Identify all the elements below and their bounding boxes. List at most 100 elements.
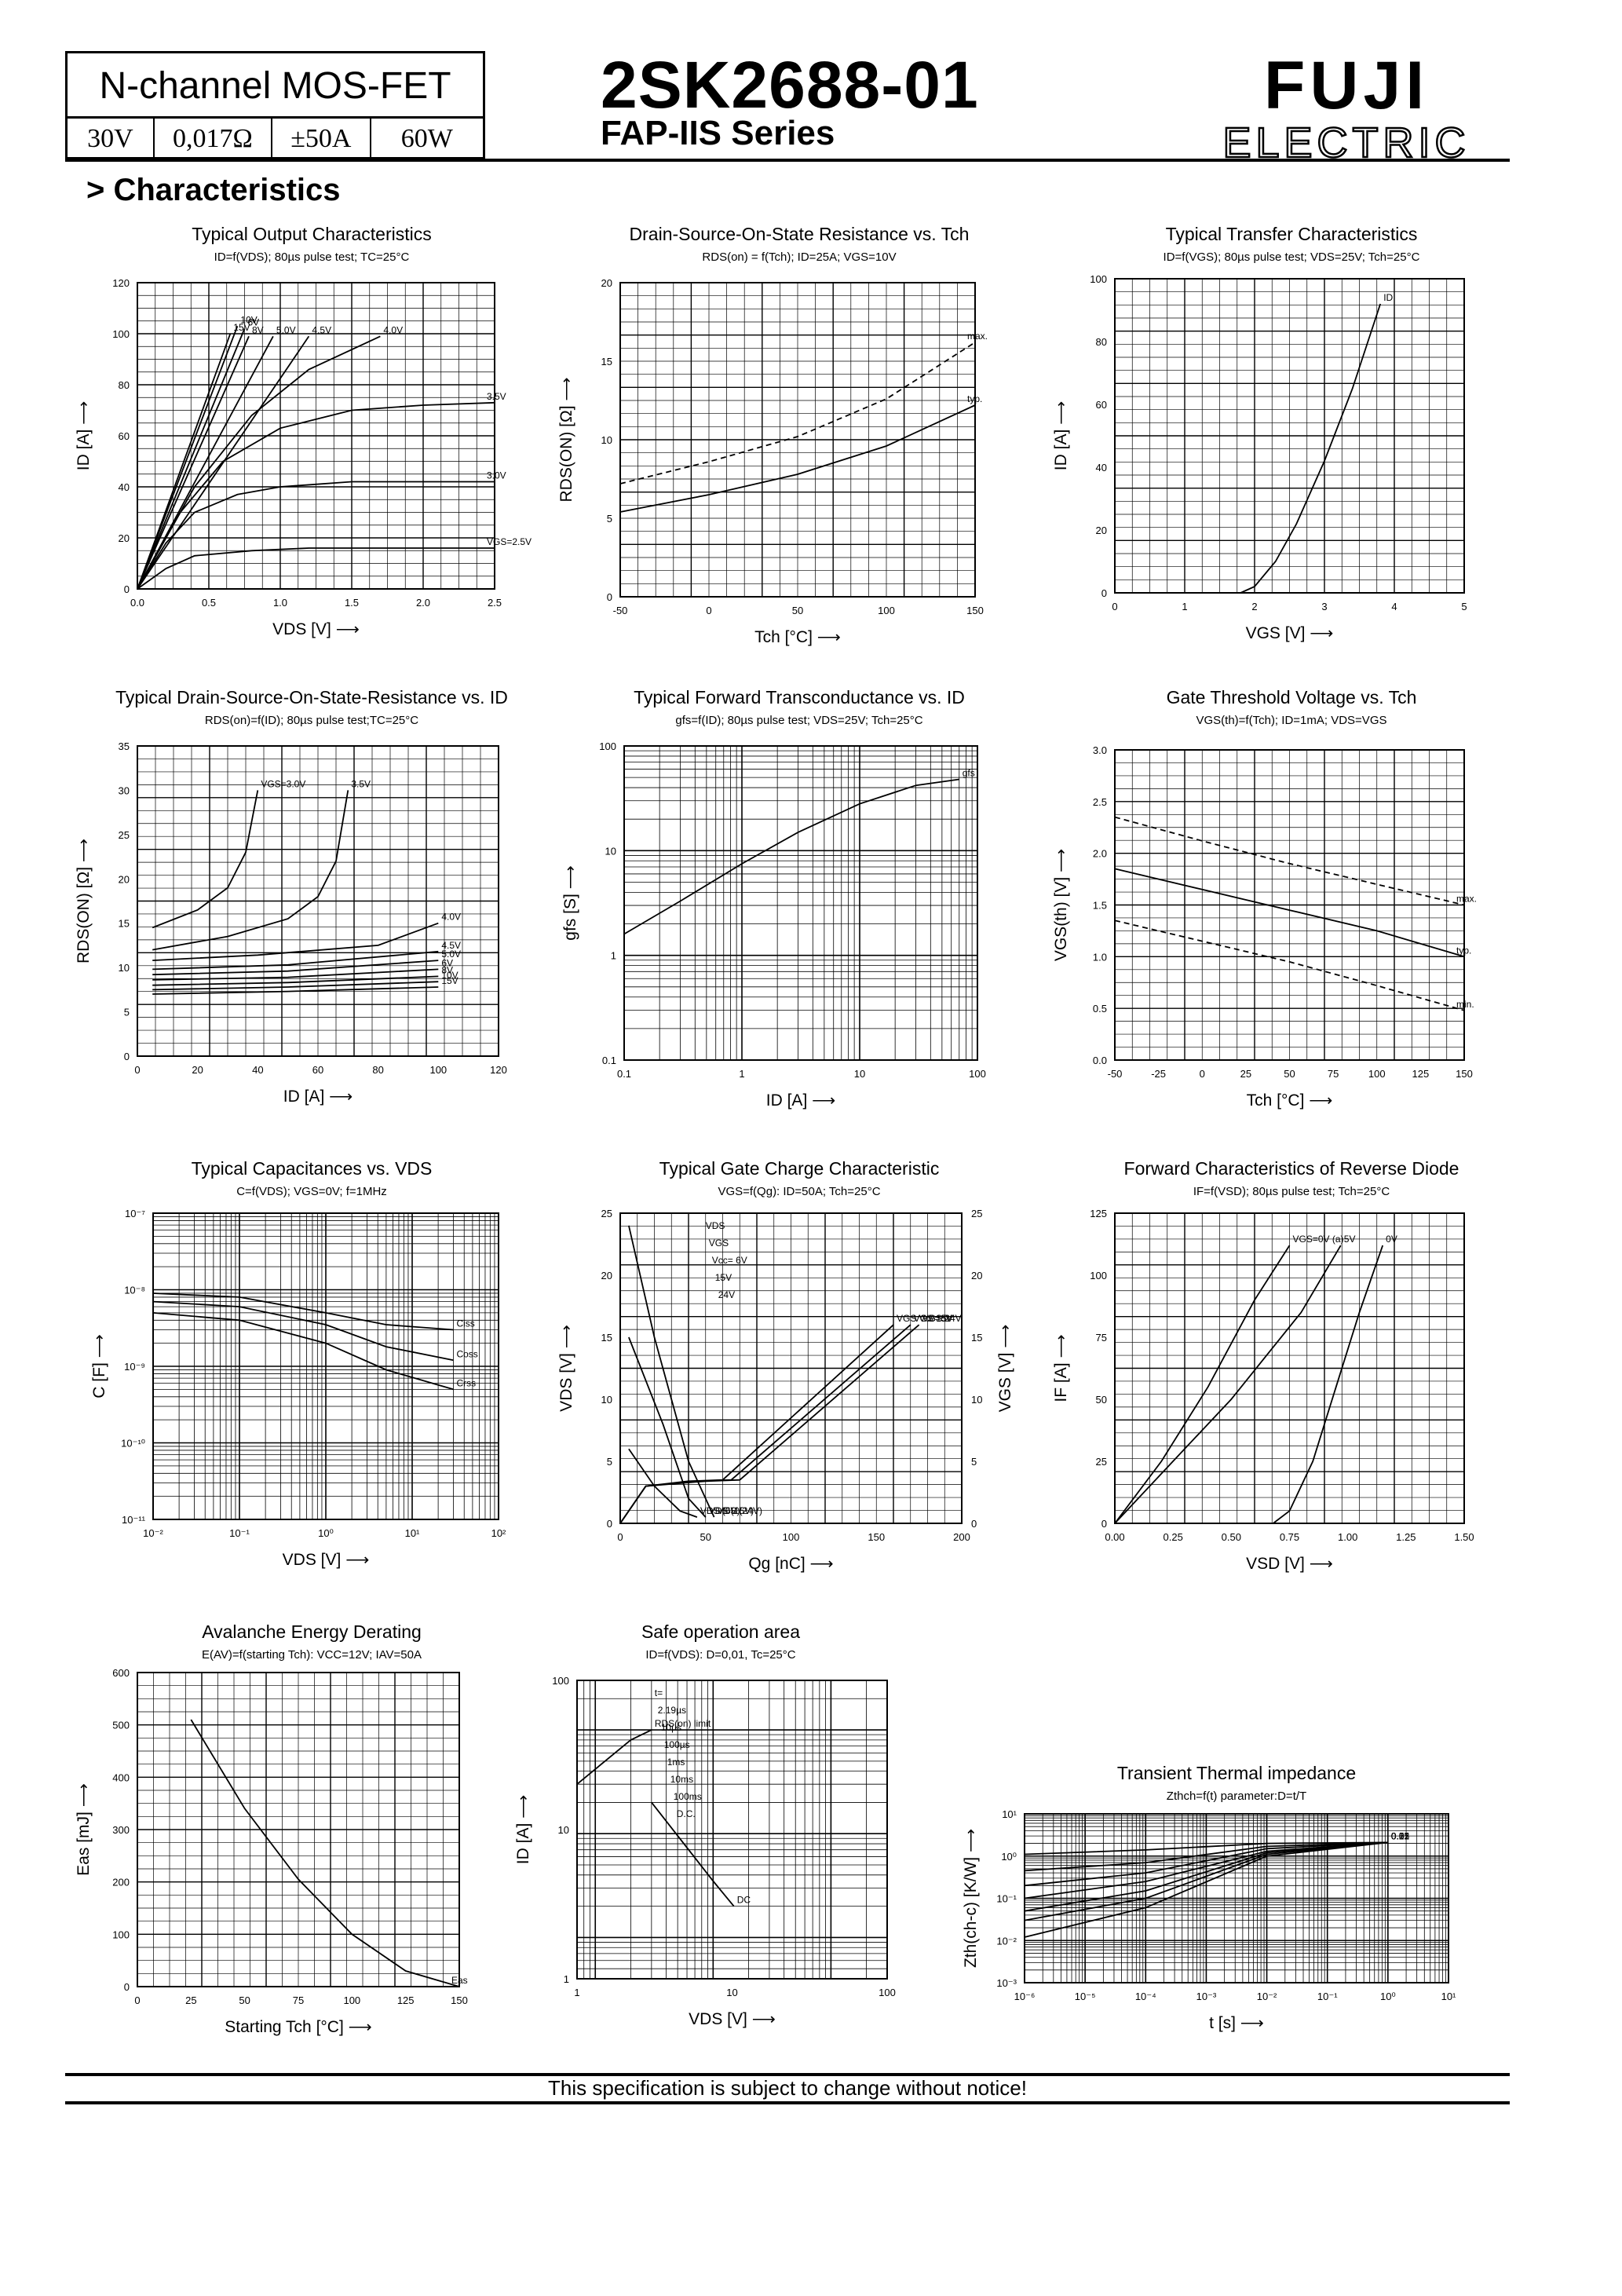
y-tick-label: 10⁻¹⁰ xyxy=(121,1438,145,1450)
x-tick-label: 80 xyxy=(372,1064,383,1076)
x-tick-label: 10 xyxy=(854,1068,865,1080)
series-line xyxy=(1024,1841,1388,1899)
series-label: RDS(on) limit xyxy=(655,1718,711,1729)
series-label: Ciss xyxy=(456,1318,474,1329)
y2-tick-label: 10 xyxy=(971,1394,982,1406)
series-line xyxy=(1114,1245,1291,1524)
x-tick-label: 120 xyxy=(490,1064,507,1076)
y-tick-label: 300 xyxy=(112,1824,130,1836)
x-tick-label: 150 xyxy=(868,1531,885,1543)
chart-subtitle: RDS(on)=f(ID); 80µs pulse test;TC=25°C xyxy=(204,714,419,727)
x-tick-label: 0.1 xyxy=(617,1068,631,1080)
spec-current: ±50A xyxy=(272,119,371,159)
chart-title: Typical Capacitances vs. VDS xyxy=(191,1158,433,1179)
series-label: VDS (6V) xyxy=(700,1505,740,1516)
y-tick-label: 1.0 xyxy=(1093,951,1107,963)
spec-power: 60W xyxy=(400,124,453,153)
y-tick-label: 0 xyxy=(124,1051,130,1062)
chart-title: Avalanche Energy Derating xyxy=(202,1621,422,1642)
series-line xyxy=(1114,1245,1342,1524)
x-tick-label: 10⁰ xyxy=(318,1527,334,1539)
y-tick-label: 0.1 xyxy=(602,1055,616,1066)
grid xyxy=(1114,1212,1465,1524)
y-axis-label: Zth(ch-c) [K/W] ⟶ xyxy=(962,1829,980,1968)
y-tick-label: 60 xyxy=(119,430,130,442)
x-tick-label: 25 xyxy=(1240,1068,1251,1080)
grid xyxy=(576,1680,888,1980)
series-line xyxy=(651,1801,735,1907)
series-line xyxy=(628,1448,698,1518)
chart-plot-5: -50 -25 0 25 50 75 100 125 150 0.0 0.5 1.0 1.5 2.0 2.5… xyxy=(1052,744,1477,1110)
y-tick-label: 10⁻³ xyxy=(996,1977,1017,1989)
y-tick-label: 3.0 xyxy=(1093,744,1107,756)
series-label: 4.0V xyxy=(383,324,403,335)
series-line xyxy=(628,1225,715,1518)
y2-tick-label: 15 xyxy=(971,1332,982,1344)
y-tick-label: 100 xyxy=(1090,273,1107,285)
series-label: 10V xyxy=(240,314,257,325)
series-line xyxy=(152,968,439,981)
series-label: VGS=3.0V xyxy=(261,778,305,789)
x-tick-label: 10⁻¹ xyxy=(229,1527,250,1539)
plot-frame xyxy=(619,1212,963,1524)
series-line xyxy=(1024,1841,1389,1938)
y2-tick-label: 0 xyxy=(971,1518,977,1530)
footer-notice: This specification is subject to change … xyxy=(548,2076,1027,2100)
series-label: typ. xyxy=(1456,945,1471,956)
series-line xyxy=(1240,303,1382,594)
x-tick-label: 40 xyxy=(252,1064,263,1076)
chart-subtitle: RDS(on) = f(Tch); ID=25A; VGS=10V xyxy=(702,250,897,264)
series-label: ID xyxy=(1383,292,1393,303)
plot-frame xyxy=(137,282,495,590)
y2-axis-label: VGS [V] ⟶ xyxy=(996,1325,1014,1413)
y-tick-label: 10⁻⁹ xyxy=(124,1361,145,1373)
y-tick-label: 0 xyxy=(607,1518,612,1530)
x-tick-label: 0 xyxy=(134,1064,140,1076)
series-line xyxy=(137,328,246,590)
y-tick-label: 10 xyxy=(601,434,612,446)
fuji-electric-logo: FUJI ELECTRIC xyxy=(1222,53,1467,163)
series-label: 3.0V xyxy=(487,470,506,481)
series-line xyxy=(137,333,232,590)
x-tick-label: 100 xyxy=(343,1994,360,2006)
x-tick-label: 10 xyxy=(726,1987,737,1998)
y-tick-label: 100 xyxy=(552,1675,569,1687)
x-tick-label: 1.5 xyxy=(345,597,359,609)
y-axis-label: ID [A] ⟶ xyxy=(514,1795,532,1864)
x-axis-label: VGS [V] ⟶ xyxy=(1246,624,1334,642)
y-tick-label: 20 xyxy=(601,1270,612,1281)
plot-frame xyxy=(137,745,499,1057)
x-tick-label: 10⁻⁴ xyxy=(1135,1991,1156,2002)
x-tick-label: 1 xyxy=(574,1987,579,1998)
grid xyxy=(137,1672,460,1987)
y-tick-label: 2.5 xyxy=(1093,796,1107,808)
chart-plot-6: 10⁻² 10⁻¹ 10⁰ 10¹ 10² 10⁻¹¹ 10⁻¹⁰ 10⁻⁹ 10⁻⁸ 10⁻⁷ V… xyxy=(90,1208,506,1569)
x-tick-label: 200 xyxy=(953,1531,970,1543)
x-tick-label: 10¹ xyxy=(1441,1991,1456,2002)
x-tick-label: 75 xyxy=(1328,1068,1339,1080)
y-tick-label: 80 xyxy=(119,379,130,391)
x-axis-label: Starting Tch [°C] ⟶ xyxy=(225,2018,372,2036)
x-tick-label: 0 xyxy=(1112,601,1117,612)
y-tick-label: 40 xyxy=(1096,462,1107,473)
y-tick-label: 0 xyxy=(124,583,130,595)
x-tick-label: 0.50 xyxy=(1222,1531,1241,1543)
chart-plot-3: 0 20 40 60 80 100 120 0 5 10 15 20 25 30 35 ID [A] ⟶ RDS… xyxy=(75,740,507,1106)
device-type: N-channel MOS-FET xyxy=(68,53,483,119)
y-tick-label: 5 xyxy=(124,1007,130,1018)
grid xyxy=(1024,1814,1448,1983)
series-label: 3.5V xyxy=(487,391,506,402)
grid xyxy=(1114,749,1465,1061)
y-tick-label: 10⁻¹ xyxy=(996,1893,1017,1905)
chart-subtitle: C=f(VDS); VGS=0V; f=1MHz xyxy=(236,1185,387,1198)
x-tick-label: 150 xyxy=(966,605,984,616)
chart-annotation: 100µs xyxy=(664,1739,690,1750)
chart-annotation: 100ms xyxy=(674,1791,702,1802)
series-line xyxy=(152,1300,454,1362)
chart-annotation: 10ms xyxy=(670,1774,693,1785)
series-line xyxy=(152,790,259,929)
y-tick-label: 1 xyxy=(564,1973,569,1985)
series-label: 4.5V xyxy=(312,324,331,335)
x-axis-label: Tch [°C] ⟶ xyxy=(1247,1091,1333,1110)
